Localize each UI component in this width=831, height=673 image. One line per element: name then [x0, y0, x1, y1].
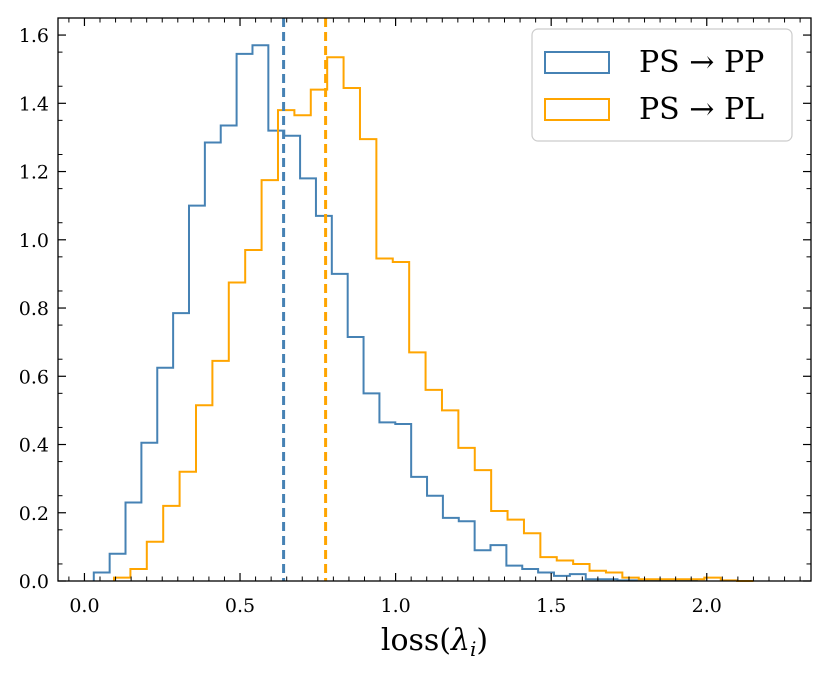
y-tick-label: 1.2 — [19, 162, 49, 184]
histogram-bar-series-2 — [147, 542, 163, 581]
histogram-series-1 — [92, 44, 698, 582]
histogram-bar-series-2 — [376, 259, 392, 581]
legend-swatch-series-2 — [544, 98, 610, 121]
legend: PS → PP PS → PL — [531, 28, 793, 142]
y-tick-label: 1.6 — [19, 25, 49, 47]
x-tick-label: 2.0 — [692, 595, 722, 617]
histogram-bar-series-2 — [442, 410, 458, 581]
x-axis-label: loss(λi) — [381, 623, 488, 661]
y-tick-label: 0.2 — [19, 503, 49, 525]
histogram-series-2 — [113, 56, 754, 582]
histogram-bar-series-2 — [393, 262, 409, 581]
legend-box — [531, 28, 793, 142]
axis-ticks — [58, 18, 811, 582]
x-tick-label: 1.0 — [380, 595, 410, 617]
x-tick-label: 0.0 — [69, 595, 99, 617]
histogram-bar-series-2 — [409, 352, 425, 581]
legend-label-series-1: PS → PP — [639, 45, 764, 80]
histogram-bar-series-2 — [229, 282, 245, 581]
legend-swatch-series-1 — [544, 51, 610, 74]
histogram-bar-series-2 — [180, 472, 196, 581]
histogram-bar-series-2 — [458, 448, 474, 581]
x-tick-label: 0.5 — [225, 595, 255, 617]
histogram-bar-series-2 — [278, 110, 294, 581]
histogram-bar-series-2 — [573, 564, 589, 581]
histogram-bar-series-1 — [94, 572, 110, 581]
histogram-bar-series-2 — [130, 569, 146, 581]
y-tick-label: 0.4 — [19, 435, 49, 457]
y-tick-label: 0.6 — [19, 366, 49, 388]
histogram-bar-series-2 — [245, 250, 261, 581]
histogram-bar-series-2 — [426, 390, 442, 581]
y-tick-label: 1.0 — [19, 230, 49, 252]
axes-frame — [57, 17, 812, 582]
histogram-bar-series-2 — [557, 561, 573, 581]
histogram-bar-series-2 — [491, 511, 507, 581]
histogram-bar-series-2 — [196, 405, 212, 581]
plot-content — [92, 18, 754, 582]
histogram-bar-series-2 — [508, 520, 524, 581]
histogram-bar-series-2 — [294, 115, 310, 581]
histogram-bar-series-2 — [212, 361, 228, 581]
x-tick-label: 1.5 — [536, 595, 566, 617]
histogram-bar-series-2 — [524, 533, 540, 581]
y-tick-label: 0.0 — [19, 571, 49, 593]
histogram-bar-series-2 — [327, 57, 343, 581]
legend-label-series-2: PS → PL — [639, 92, 764, 127]
histogram-bar-series-2 — [262, 180, 278, 581]
histogram-bar-series-2 — [606, 572, 622, 581]
y-tick-label: 1.4 — [19, 93, 49, 115]
histogram-bar-series-2 — [163, 506, 179, 581]
histogram-bar-series-2 — [360, 139, 376, 581]
histogram-bar-series-2 — [344, 88, 360, 581]
histogram-bar-series-2 — [540, 557, 556, 581]
tick-labels: 0.0 0.5 1.0 1.5 2.0 0.0 0.2 0.4 0.6 0.8 1.0 1.2 1.4 1… — [19, 25, 722, 617]
y-tick-label: 0.8 — [19, 298, 49, 320]
histogram-bar-series-2 — [475, 470, 491, 581]
